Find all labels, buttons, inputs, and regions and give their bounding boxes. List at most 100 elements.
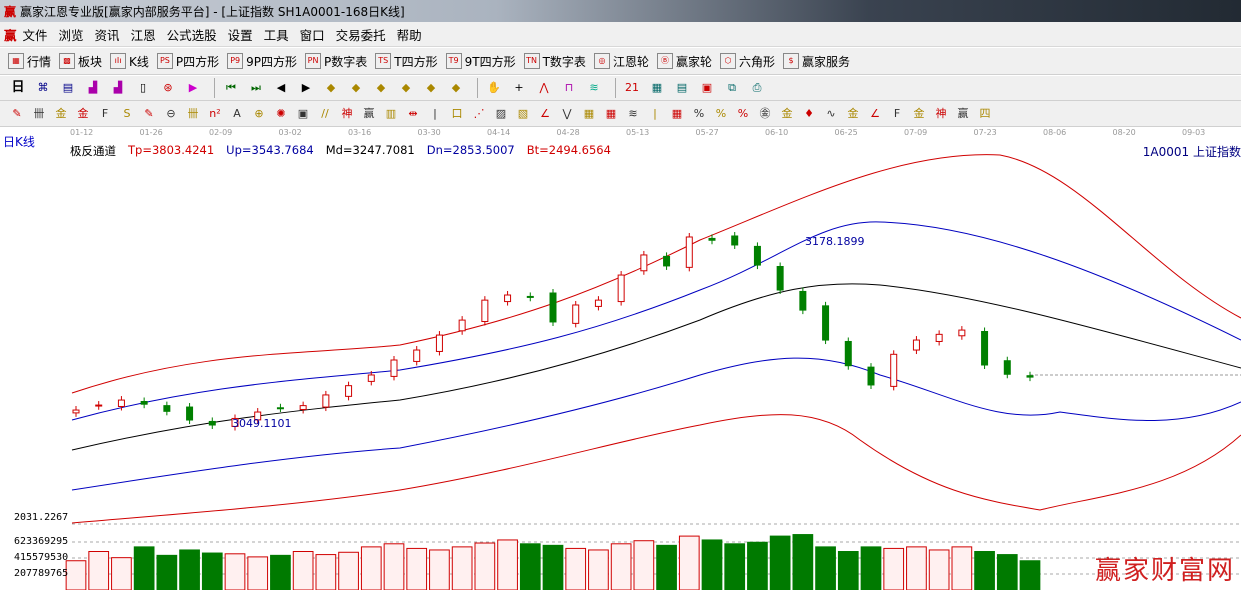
calendar-icon[interactable]: 21 xyxy=(625,81,639,94)
drawing-tool-icon[interactable]: 卌 xyxy=(33,106,45,120)
drawing-tool-icon[interactable]: 卌 xyxy=(187,106,199,120)
doc-icon[interactable]: ▤ xyxy=(62,81,74,94)
drawing-tool-icon[interactable]: 金 xyxy=(77,106,89,120)
crosshair-icon[interactable]: + xyxy=(514,81,524,94)
drawing-tool-icon[interactable]: 赢 xyxy=(957,106,969,120)
period-label[interactable]: 日K线 xyxy=(3,135,35,149)
menu-item[interactable]: 交易委托 xyxy=(335,27,386,43)
drawing-tool-icon[interactable]: 金 xyxy=(55,106,67,120)
drawing-tool-icon[interactable]: ⋁ xyxy=(562,106,572,120)
menu-item[interactable]: 浏览 xyxy=(58,27,84,43)
drawing-tool-icon[interactable]: % xyxy=(737,106,749,120)
kline-chart[interactable]: 3178.1899 3049.1101 xyxy=(0,141,1241,590)
toolbar-button-pn[interactable]: PN P数字表 xyxy=(305,53,367,70)
bars3-icon[interactable]: ▟ xyxy=(88,81,98,94)
drawing-tool-icon[interactable]: ▦ xyxy=(605,106,617,120)
drawing-tool-icon[interactable]: ⇹ xyxy=(408,106,418,120)
menu-item[interactable]: 文件 xyxy=(22,27,48,43)
drawing-tool-icon[interactable]: F xyxy=(101,106,109,120)
toolbar-button-ps[interactable]: PS P四方形 xyxy=(156,53,219,70)
candle-select-icon[interactable]: ▯ xyxy=(139,81,147,94)
drawing-tool-icon[interactable]: ▥ xyxy=(385,106,397,120)
diamond5-icon[interactable]: ◆ xyxy=(426,81,436,94)
diamond6-icon[interactable]: ◆ xyxy=(451,81,461,94)
drawing-tool-icon[interactable]: ⋰ xyxy=(473,106,485,120)
drawing-tool-icon[interactable]: ♦ xyxy=(804,106,814,120)
drawing-tool-icon[interactable]: | xyxy=(433,106,437,120)
print-icon[interactable]: ⎙ xyxy=(752,81,762,94)
menu-item[interactable]: 江恩 xyxy=(130,27,156,43)
toolbar-button-blocks[interactable]: ▩ 板块 xyxy=(59,53,102,70)
period-select[interactable]: 日 xyxy=(11,80,25,95)
drawing-tool-icon[interactable]: 金 xyxy=(781,106,793,120)
menu-item[interactable]: 工具 xyxy=(263,27,289,43)
drawing-tool-icon[interactable]: ∠ xyxy=(540,106,550,120)
diamond1-icon[interactable]: ◆ xyxy=(326,81,336,94)
drawing-tool-icon[interactable]: ✎ xyxy=(144,106,154,120)
right-icon[interactable]: ▶ xyxy=(301,81,311,94)
line2-icon[interactable]: ≋ xyxy=(589,81,599,94)
drawing-tool-icon[interactable]: 神 xyxy=(341,106,353,120)
drawing-tool-icon[interactable]: % xyxy=(693,106,705,120)
diamond3-icon[interactable]: ◆ xyxy=(376,81,386,94)
drawing-tool-icon[interactable]: 四 xyxy=(979,106,991,120)
drawing-tool-icon[interactable]: ▦ xyxy=(583,106,595,120)
drawing-tool-icon[interactable]: ▦ xyxy=(671,106,683,120)
menu-item[interactable]: 资讯 xyxy=(94,27,120,43)
drawing-tool-icon[interactable]: 口 xyxy=(451,106,463,120)
menu-item[interactable]: 帮助 xyxy=(396,27,422,43)
drawing-tool-icon[interactable]: 神 xyxy=(935,106,947,120)
toolbar-button-dollar[interactable]: $ 赢家服务 xyxy=(782,53,850,70)
toolbar-button-t9[interactable]: T9 9T四方形 xyxy=(445,53,516,70)
drawing-tool-icon[interactable]: % xyxy=(715,106,727,120)
line-icon[interactable]: ⋀ xyxy=(539,81,549,94)
toolbar-button-hexagon[interactable]: ⬡ 六角形 xyxy=(719,53,775,70)
diamond2-icon[interactable]: ◆ xyxy=(351,81,361,94)
calculator-icon[interactable]: ▦ xyxy=(651,81,663,94)
left-icon[interactable]: ◀ xyxy=(276,81,286,94)
chart-icon[interactable]: ⌘ xyxy=(37,81,49,94)
drawing-tool-icon[interactable]: // xyxy=(321,106,329,120)
toolbar-button-p9[interactable]: P9 9P四方形 xyxy=(227,53,297,70)
drawing-tool-icon[interactable]: ▣ xyxy=(297,106,309,120)
drawing-tool-icon[interactable]: ⊕ xyxy=(254,106,264,120)
drawing-tool-icon[interactable]: | xyxy=(653,106,657,120)
menu-item[interactable]: 设置 xyxy=(227,27,253,43)
drawing-tool-icon[interactable]: A xyxy=(233,106,241,120)
list-icon[interactable]: ▤ xyxy=(676,81,688,94)
menu-item[interactable]: 公式选股 xyxy=(166,27,217,43)
save-icon[interactable]: ▣ xyxy=(701,81,713,94)
toolbar-button-grid[interactable]: ▦ 行情 xyxy=(8,53,51,70)
zoom-icon[interactable]: ⊛ xyxy=(163,81,173,94)
toolbar-button-candle[interactable]: ıIı K线 xyxy=(110,53,149,70)
drawing-tool-icon[interactable]: ✎ xyxy=(12,106,22,120)
drawing-tool-icon[interactable]: n² xyxy=(209,106,221,120)
drawing-tool-icon[interactable]: ㊎ xyxy=(759,106,771,120)
drawing-tool-icon[interactable]: 金 xyxy=(847,106,859,120)
diamond4-icon[interactable]: ◆ xyxy=(401,81,411,94)
drawing-tool-icon[interactable]: 金 xyxy=(913,106,925,120)
first-icon[interactable]: ⏮ xyxy=(226,81,236,94)
toolbar-button-target[interactable]: ◎ 江恩轮 xyxy=(593,53,649,70)
network-icon[interactable]: ⧉ xyxy=(728,81,736,94)
drawing-tool-icon[interactable]: F xyxy=(893,106,901,120)
drawing-tool-icon[interactable]: S xyxy=(123,106,131,120)
menu-item[interactable]: 窗口 xyxy=(299,27,325,43)
drawing-tool-icon[interactable]: ∠ xyxy=(870,106,880,120)
menu-logo-icon[interactable]: 赢 xyxy=(4,27,17,43)
drawing-tool-icon[interactable]: ⊖ xyxy=(166,106,176,120)
drawing-tool-icon[interactable]: ▧ xyxy=(517,106,529,120)
drawing-tool-icon[interactable]: ≋ xyxy=(628,106,638,120)
bars9-icon[interactable]: ▟ xyxy=(113,81,123,94)
drawing-tool-icon[interactable]: ✺ xyxy=(276,106,286,120)
toolbar-button-ts[interactable]: TS T四方形 xyxy=(375,53,438,70)
toolbar-button-wheel[interactable]: Ⓑ 赢家轮 xyxy=(656,53,712,70)
hand-icon[interactable]: ✋ xyxy=(487,81,501,94)
node-icon[interactable]: ⊓ xyxy=(564,81,574,94)
drawing-tool-icon[interactable]: ▨ xyxy=(495,106,507,120)
drawing-tool-icon[interactable]: ∿ xyxy=(826,106,836,120)
flag-icon[interactable]: ▶ xyxy=(188,81,198,94)
toolbar-button-tn[interactable]: TN T数字表 xyxy=(523,53,586,70)
last-icon[interactable]: ⏭ xyxy=(251,81,261,94)
drawing-tool-icon[interactable]: 赢 xyxy=(363,106,375,120)
